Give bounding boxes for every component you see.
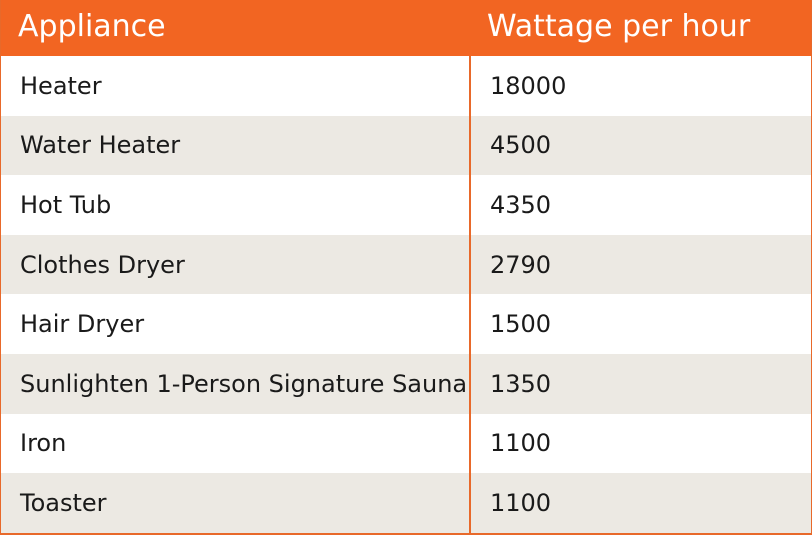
wattage-cell: 4500 <box>469 115 811 176</box>
table-row: Sunlighten 1-Person Signature Sauna 1350 <box>1 353 811 414</box>
table-row: Water Heater 4500 <box>1 115 811 176</box>
table-row: Hair Dryer 1500 <box>1 294 811 354</box>
wattage-cell: 1100 <box>469 413 811 474</box>
table-row: Hot Tub 4350 <box>1 175 811 235</box>
wattage-cell: 1350 <box>469 353 811 414</box>
column-header-appliance: Appliance <box>18 8 166 44</box>
wattage-cell: 18000 <box>469 56 811 116</box>
wattage-cell: 1100 <box>469 473 811 533</box>
wattage-cell: 1500 <box>469 294 811 354</box>
appliance-cell: Hair Dryer <box>20 310 145 339</box>
wattage-cell: 2790 <box>469 234 811 295</box>
wattage-cell: 4350 <box>469 175 811 235</box>
table-body: Heater 18000 Water Heater 4500 Hot Tub 4… <box>1 56 811 533</box>
header-row: Appliance Wattage per hour <box>1 0 811 56</box>
table-row: Clothes Dryer 2790 <box>1 234 811 295</box>
appliance-cell: Water Heater <box>20 131 181 160</box>
appliance-cell: Clothes Dryer <box>20 250 185 279</box>
appliance-cell: Toaster <box>20 488 107 517</box>
column-header-wattage: Wattage per hour <box>487 8 751 44</box>
appliance-cell: Heater <box>20 71 102 100</box>
appliance-cell: Iron <box>20 429 67 458</box>
table-row: Heater 18000 <box>1 56 811 116</box>
table-row: Toaster 1100 <box>1 473 811 533</box>
appliance-cell: Hot Tub <box>20 190 112 219</box>
appliance-cell: Sunlighten 1-Person Signature Sauna <box>20 369 468 398</box>
table-header: Appliance Wattage per hour <box>1 0 811 56</box>
table-row: Iron 1100 <box>1 413 811 474</box>
